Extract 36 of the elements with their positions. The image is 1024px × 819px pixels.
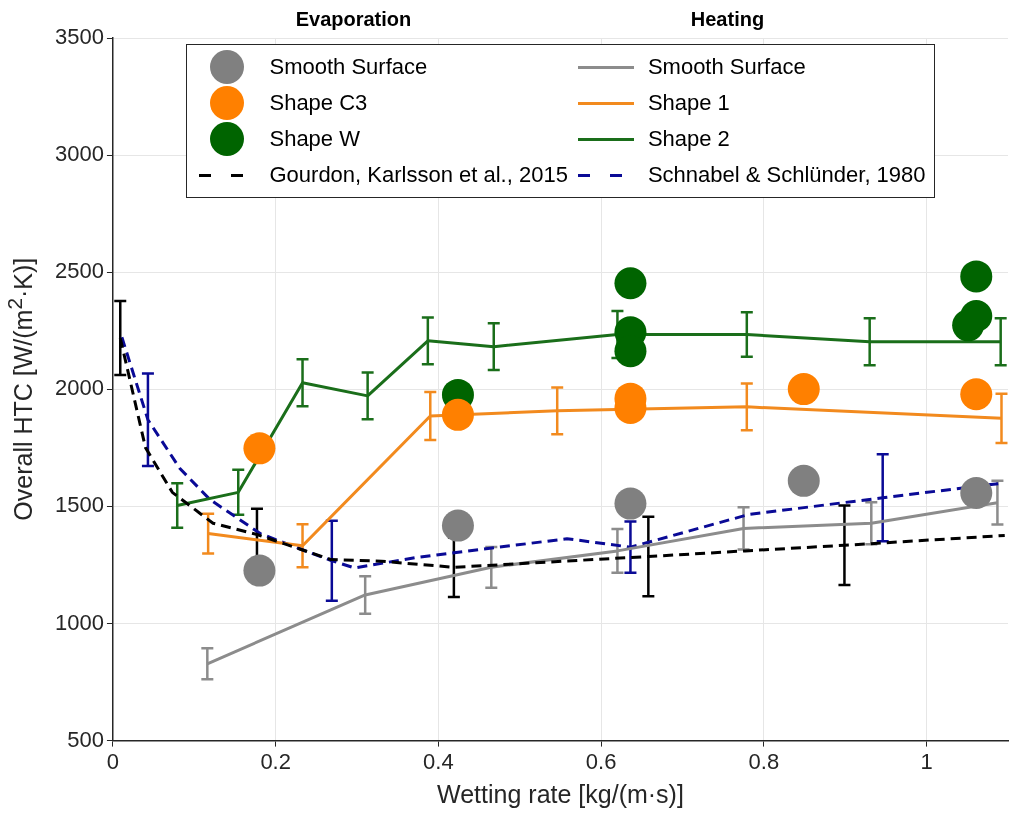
x-tick-label: 0.6 (585, 748, 617, 774)
point (960, 378, 993, 411)
point (614, 487, 647, 520)
legend-label: Smooth Surface (647, 54, 806, 80)
legend-label: Shape W (269, 126, 360, 152)
x-tick-label: 0.2 (260, 748, 291, 774)
point (441, 509, 474, 542)
legend-label: Shape 1 (647, 90, 730, 116)
x-tick-label: 0.4 (423, 748, 454, 774)
y-tick-label: 1000 (54, 609, 104, 635)
y-tick-label: 3500 (54, 24, 104, 50)
text: Heating (690, 8, 765, 31)
text: Evaporation (295, 8, 412, 31)
point (441, 398, 474, 431)
point (960, 260, 993, 293)
x-tick-label: 1 (920, 748, 933, 774)
y-tick-label: 2500 (54, 258, 104, 284)
legend-label: Schnabel & Schlünder, 1980 (647, 162, 926, 188)
x-tick-label: 0 (106, 748, 120, 774)
y-tick-label: 1500 (54, 492, 104, 518)
point (787, 373, 820, 406)
point (614, 267, 647, 300)
x-axis-title: Wetting rate [kg/(m·s)] (437, 779, 684, 808)
point (243, 554, 276, 587)
y-tick-label: 500 (67, 726, 104, 752)
point (787, 464, 820, 497)
legend-label: Gourdon, Karlsson et al., 2015 (269, 162, 568, 188)
x-tick-label: 0.8 (748, 748, 780, 774)
legend-label: Shape C3 (269, 90, 368, 116)
point (243, 432, 276, 465)
point (960, 477, 993, 510)
legend-label: Smooth Surface (269, 54, 428, 80)
legend-label: Shape 2 (647, 126, 730, 152)
point (952, 309, 985, 342)
y-tick-label: 3000 (54, 141, 104, 167)
y-tick-label: 2000 (54, 375, 104, 401)
